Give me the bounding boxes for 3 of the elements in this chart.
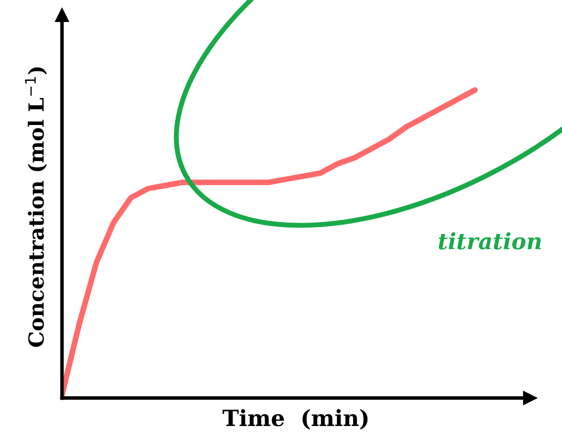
annotation: titration bbox=[438, 232, 541, 250]
x-axis-title: Time (min) bbox=[222, 409, 368, 430]
y-axis-title: Concentration (mol L$^{−1}$) bbox=[25, 67, 47, 347]
